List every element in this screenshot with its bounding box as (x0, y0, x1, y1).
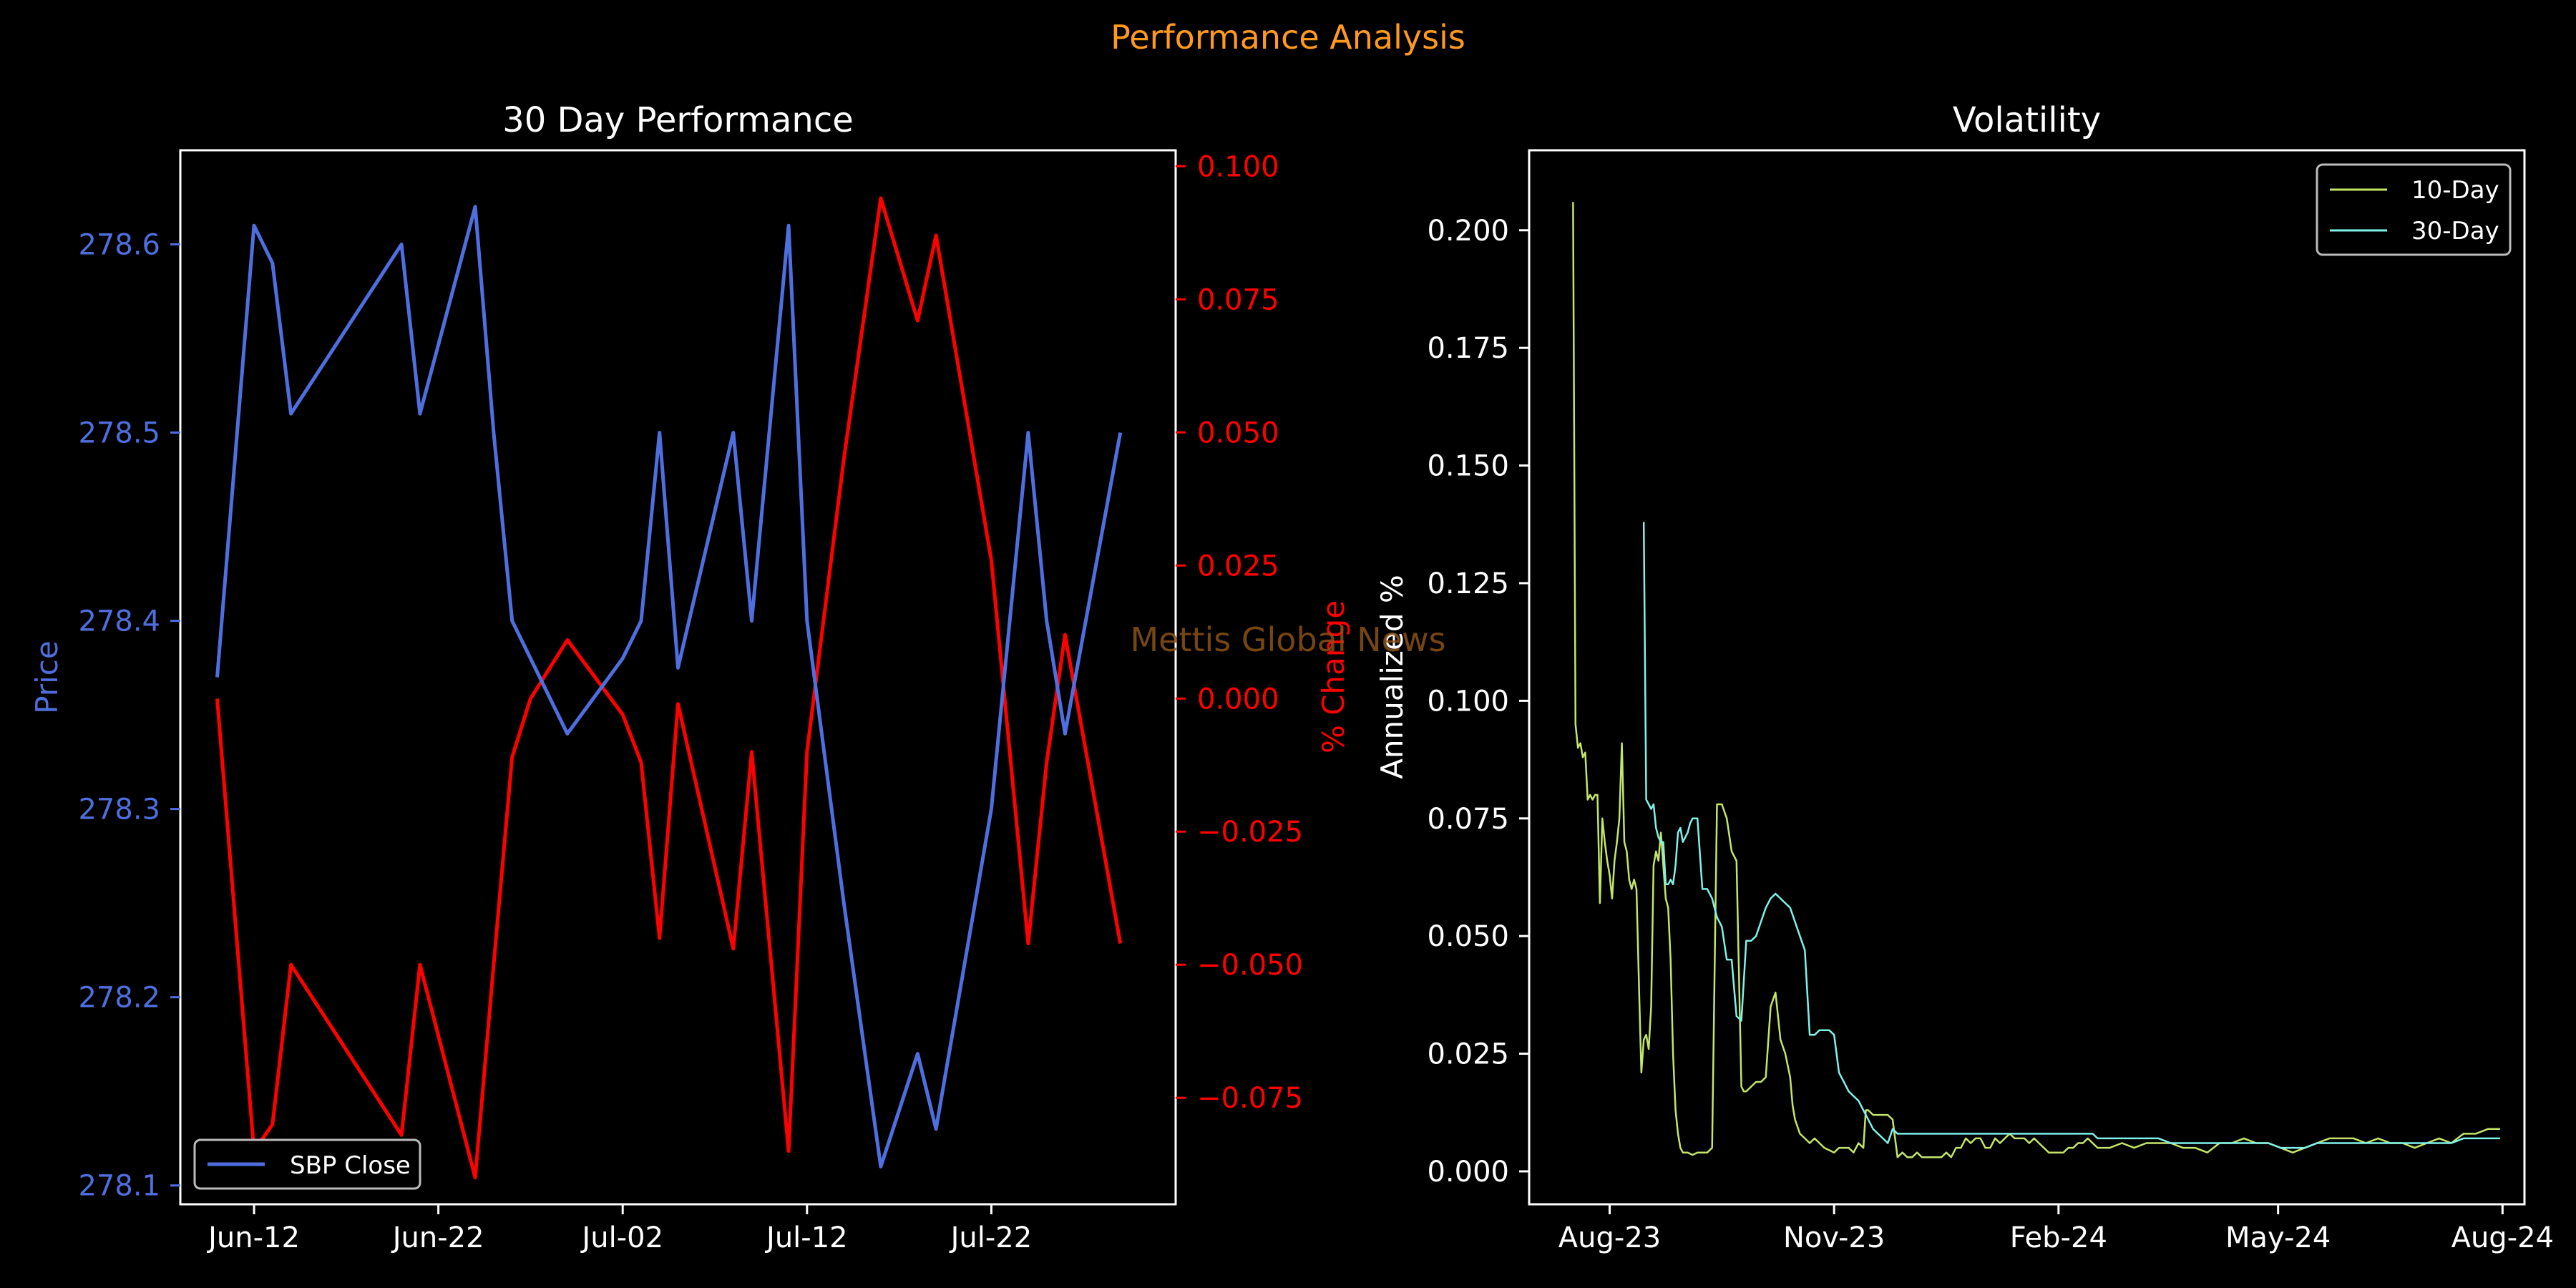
price-y-tick-label: 278.5 (78, 417, 160, 450)
performance-x-tick-label: Jun-22 (391, 1221, 484, 1254)
volatility-x-tick-label: Feb-24 (2010, 1221, 2107, 1254)
volatility-y-tick-label: 0.175 (1427, 332, 1509, 365)
volatility-y-tick-label: 0.025 (1427, 1038, 1509, 1071)
volatility-panel: Volatility Aug-23 Nov-23 Feb-24 May-24 Aug-24… (1375, 100, 2554, 1254)
performance-title: 30 Day Performance (502, 100, 854, 140)
pct-y-tick-label: −0.075 (1197, 1082, 1303, 1115)
price-y-tick-label: 278.4 (78, 605, 160, 638)
volatility-y-tick-label: 0.150 (1427, 450, 1509, 483)
volatility-y-tick-label: 0.075 (1427, 803, 1509, 836)
watermark: Mettis Global News (1130, 620, 1445, 659)
volatility-x-tick-label: Aug-23 (1558, 1221, 1661, 1254)
volatility-title: Volatility (1953, 100, 2101, 140)
volatility-legend: 10-Day 30-Day (2316, 163, 2512, 256)
performance-x-tick-label: Jul-12 (764, 1221, 848, 1254)
performance-panel: 30 Day Performance Jun-12 Jun-22 Jul-02 Jul-… (29, 100, 1351, 1254)
price-y-tick-label: 278.2 (78, 982, 160, 1015)
vol-10day-legend-label: 10-Day (2411, 176, 2499, 205)
price-y-tick-label: 278.3 (78, 794, 160, 826)
sbp-close-line (215, 205, 1123, 1169)
volatility-y-tick-label: 0.100 (1427, 685, 1509, 718)
volatility-axes-frame (1528, 149, 2526, 1206)
pct-y-tick-label: −0.050 (1197, 949, 1303, 982)
pct-y-tick-label: 0.025 (1197, 550, 1279, 582)
sbp-close-legend-label: SBP Close (290, 1151, 411, 1180)
vol-30day-line (1642, 522, 2500, 1149)
pct-y-tick-label: 0.050 (1197, 416, 1279, 449)
volatility-x-tick-label: May-24 (2225, 1221, 2331, 1254)
performance-x-tick-label: Jul-22 (949, 1221, 1033, 1254)
price-y-tick-label: 278.6 (78, 229, 160, 262)
pct-y-tick-label: 0.000 (1197, 683, 1279, 716)
volatility-y-tick-label: 0.125 (1427, 567, 1509, 600)
pct-y-tick-label: 0.075 (1197, 283, 1279, 316)
performance-axes-frame (179, 149, 1177, 1206)
vol-30day-legend-label: 30-Day (2411, 217, 2499, 245)
price-y-tick-label: 278.1 (78, 1170, 160, 1203)
price-axis-label: Price (29, 640, 64, 713)
pct-axis-label: % Change (1316, 600, 1351, 753)
figure-title: Performance Analysis (1111, 18, 1465, 57)
performance-legend-box (193, 1138, 421, 1190)
pct-y-tick-label: −0.025 (1197, 816, 1303, 849)
volatility-x-tick-label: Nov-23 (1783, 1221, 1885, 1254)
volatility-y-axis-label: Annualized % (1375, 575, 1410, 779)
volatility-y-tick-label: 0.200 (1427, 215, 1509, 248)
volatility-x-tick-label: Aug-24 (2451, 1221, 2554, 1254)
pct-y-tick-label: 0.100 (1197, 150, 1279, 183)
pct-change-line (215, 196, 1123, 1180)
volatility-y-tick-label: 0.050 (1427, 920, 1509, 953)
volatility-y-tick-label: 0.000 (1427, 1156, 1509, 1189)
performance-x-tick-label: Jul-02 (580, 1221, 663, 1254)
volatility-legend-box (2316, 163, 2512, 256)
performance-x-tick-label: Jun-12 (206, 1221, 300, 1254)
vol-10day-line (1572, 202, 2500, 1158)
performance-legend: SBP Close (193, 1138, 421, 1190)
